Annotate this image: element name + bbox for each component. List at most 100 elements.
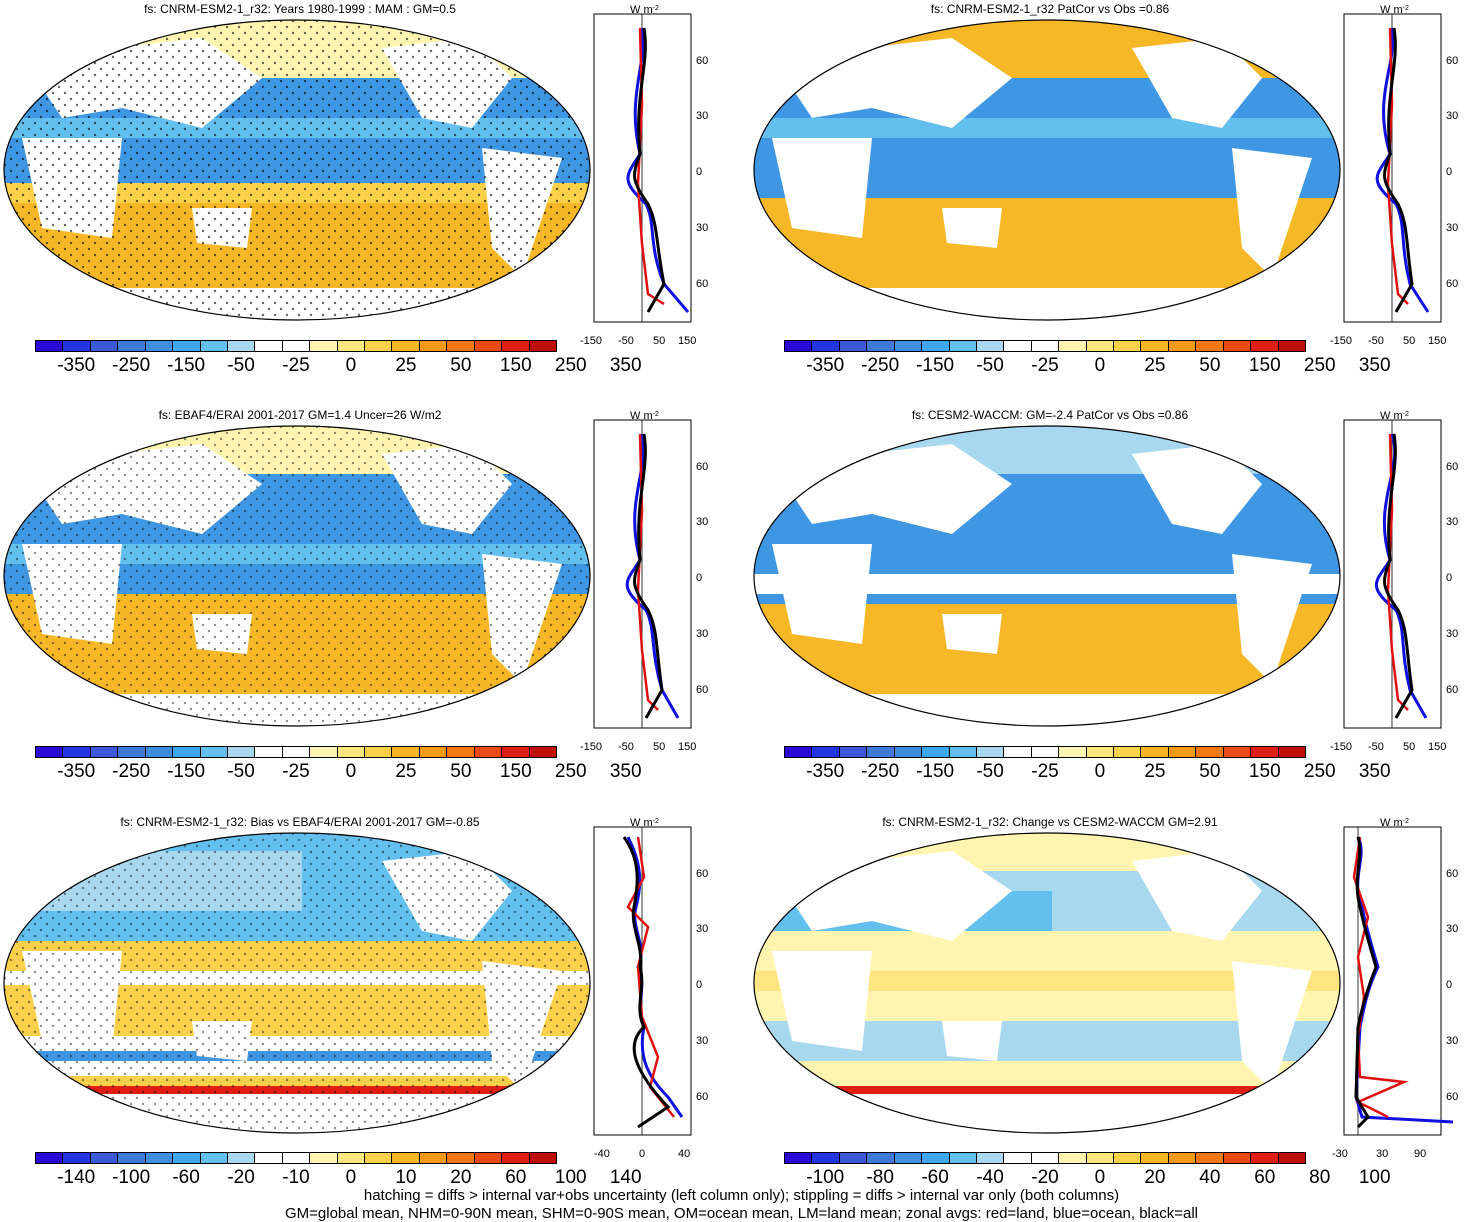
footnote-legend: GM=global mean, NHM=0-90N mean, SHM=0-90…: [284, 1205, 1198, 1222]
lat-label: 30N: [696, 516, 708, 528]
colorbar-swatch: [1031, 747, 1060, 757]
colorbar-swatch: [392, 747, 420, 757]
lat-label: 60N: [696, 55, 708, 67]
colorbar-swatch: [282, 747, 311, 757]
colorbar-swatch: [1004, 1153, 1032, 1163]
lat-label: 60S: [1446, 278, 1458, 290]
colorbar-label: -10: [282, 1167, 310, 1188]
zonal-units: W m-2: [630, 817, 659, 829]
colorbar: -350 -250 -150 -50 -25 0 25 50 150 250 350: [784, 746, 1391, 782]
lat-label: 30S: [696, 222, 708, 234]
panel-title: fs: EBAF4/ERAI 2001-2017 GM=1.4 Uncer=26…: [158, 408, 442, 422]
colorbar-swatch: [1223, 341, 1252, 351]
lat-label: 0: [1446, 166, 1452, 178]
x-tick: -50: [618, 741, 634, 753]
colorbar-label: -20: [227, 1167, 255, 1188]
zonal-plot-svg: W m-2 60N 30N 0 30S 60S -150 -50 50 150: [1330, 4, 1466, 347]
x-tick: 150: [1428, 741, 1446, 753]
colorbar-swatch: [118, 1153, 146, 1163]
colorbar-swatch: [118, 341, 146, 351]
colorbar-label: 50: [450, 355, 472, 376]
colorbar-label: 250: [1303, 761, 1336, 782]
colorbar-swatch: [63, 1153, 91, 1163]
colorbar-swatch: [922, 747, 950, 757]
colorbar-swatch: [1114, 1153, 1142, 1163]
zonal-mean-plot: W m-2 60N 30N 0 30S 60S -150 -50 50 150: [578, 410, 716, 765]
colorbar-swatch: [529, 341, 557, 351]
colorbar-label: 0: [1094, 1167, 1106, 1188]
colorbar-swatch: [392, 1153, 420, 1163]
map-panel: [2, 831, 592, 1135]
colorbar-swatch: [90, 1153, 119, 1163]
colorbar-swatch: [255, 747, 283, 757]
colorbar-swatch: [419, 747, 448, 757]
colorbar-swatch: [867, 747, 895, 757]
colorbar-label: 350: [1358, 355, 1391, 376]
colorbar-swatch: [310, 747, 338, 757]
colorbar-swatch: [419, 1153, 448, 1163]
colorbar-swatch: [1168, 747, 1197, 757]
colorbar-swatch: [1031, 341, 1060, 351]
colorbar-swatch: [894, 341, 923, 351]
x-tick: 150: [678, 741, 696, 753]
colorbar-label: -50: [227, 355, 255, 376]
colorbar-label: 50: [450, 761, 472, 782]
lat-label: 0: [1446, 979, 1452, 991]
lat-label: 60N: [696, 461, 708, 473]
colorbar-label: -100: [806, 1167, 845, 1188]
zonal-units: W m-2: [630, 410, 659, 422]
colorbar-label: -50: [976, 355, 1004, 376]
x-tick: 0: [639, 1148, 645, 1160]
zonal-plot-svg: W m-2 60N 30N 0 30S 60S -150 -50 50 150: [580, 4, 716, 347]
colorbar-swatch: [145, 1153, 174, 1163]
zonal-mean-plot: W m-2 60N 30N 0 30S 60S -150 -50 50 150: [1328, 4, 1466, 359]
colorbar-swatch: [894, 1153, 923, 1163]
x-tick: -30: [1332, 1148, 1348, 1160]
robinson-map: [753, 19, 1341, 321]
colorbar-cells: [784, 1152, 1306, 1164]
colorbar-label: 25: [1144, 355, 1166, 376]
colorbar-swatch: [1031, 1153, 1060, 1163]
colorbar-label: -25: [1031, 761, 1059, 782]
x-tick: 50: [653, 741, 665, 753]
lat-label: 0: [696, 166, 702, 178]
lat-label: 60N: [1446, 55, 1458, 67]
panel-title: fs: CNRM-ESM2-1_r32: Years 1980-1999 : M…: [144, 2, 456, 16]
colorbar-swatch: [502, 1153, 530, 1163]
colorbar-label: 350: [609, 355, 642, 376]
x-tick: -150: [580, 741, 602, 753]
colorbar-swatch: [812, 1153, 840, 1163]
colorbar-label: -150: [167, 355, 206, 376]
colorbar-swatch: [1114, 341, 1142, 351]
colorbar-swatch: [976, 341, 1005, 351]
robinson-map: [3, 19, 591, 321]
colorbar-swatch: [922, 1153, 950, 1163]
colorbar-swatch: [949, 747, 977, 757]
colorbar-swatch: [1196, 341, 1224, 351]
colorbar-label: 250: [554, 761, 587, 782]
lat-label: 30N: [696, 923, 708, 935]
colorbar-swatch: [949, 341, 977, 351]
colorbar-swatch: [1278, 341, 1306, 351]
zonal-mean-plot: W m-2 60N 30N 0 30S 60S -150 -50 50 150: [578, 4, 716, 359]
colorbar-swatch: [1278, 747, 1306, 757]
colorbar-swatch: [1086, 341, 1115, 351]
lat-label: 30S: [696, 628, 708, 640]
lat-label: 0: [696, 572, 702, 584]
colorbar-label: -350: [57, 355, 96, 376]
colorbar-swatch: [839, 341, 868, 351]
colorbar-label: -100: [112, 1167, 151, 1188]
colorbar-swatch: [1114, 747, 1142, 757]
map-panel: [752, 424, 1342, 728]
colorbar-swatch: [447, 341, 475, 351]
robinson-map: [753, 425, 1341, 727]
colorbar-label: 250: [554, 355, 587, 376]
colorbar-swatch: [529, 747, 557, 757]
map-panel: [2, 18, 592, 322]
colorbar-swatch: [310, 341, 338, 351]
robinson-map: [753, 832, 1341, 1134]
x-tick: 50: [1403, 335, 1415, 347]
colorbar-label: -60: [921, 1167, 949, 1188]
zonal-units: W m-2: [1380, 817, 1409, 829]
colorbar-label: 150: [499, 761, 532, 782]
